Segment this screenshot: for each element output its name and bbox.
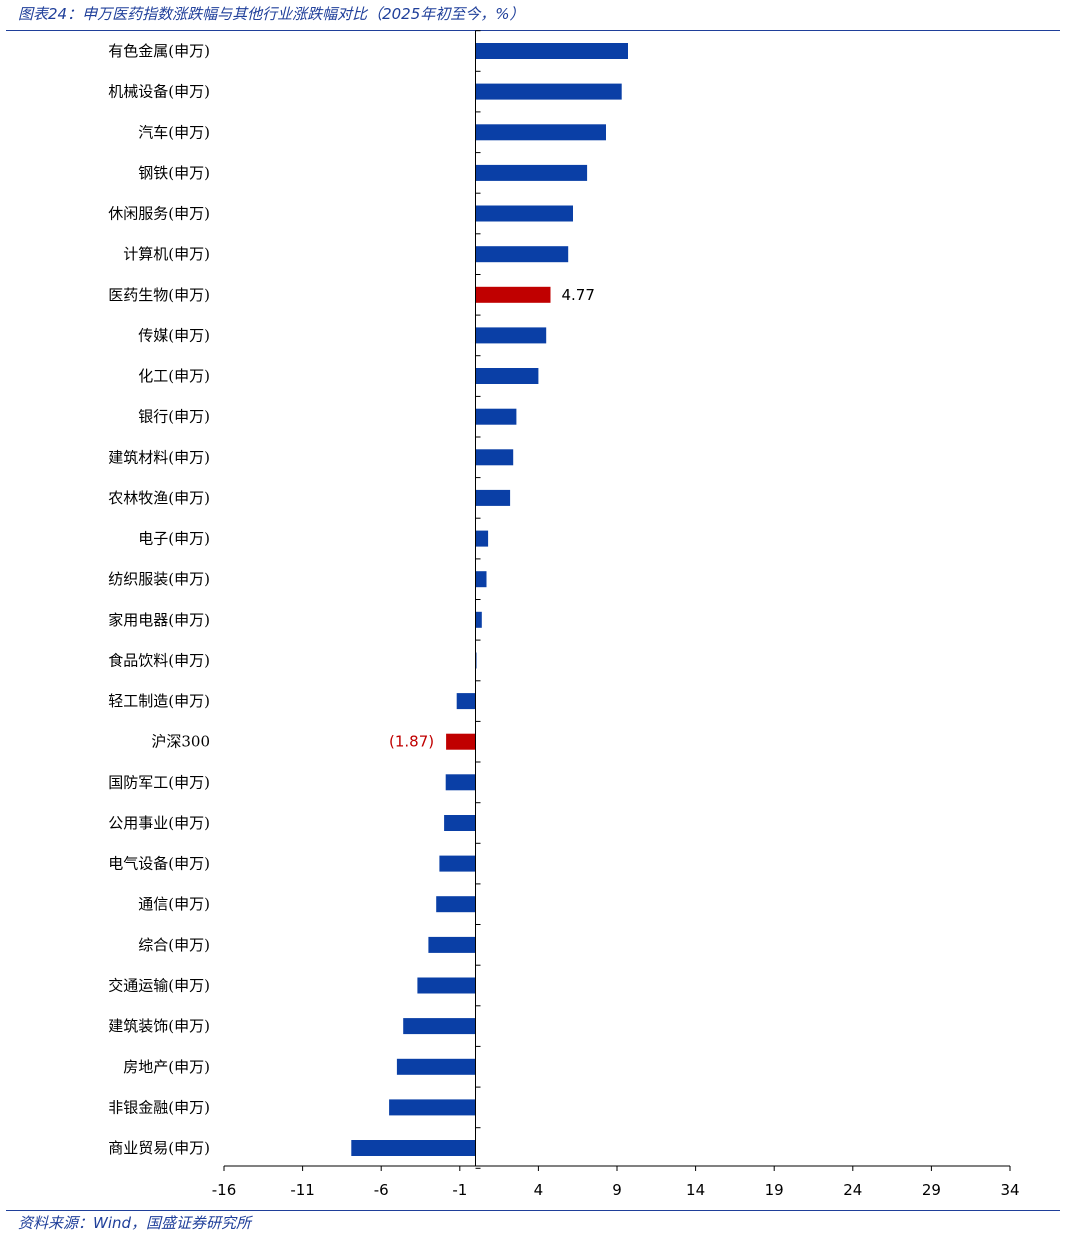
bars-group: [351, 43, 628, 1156]
x-tick-label-1: -11: [290, 1181, 315, 1199]
bar-12: [475, 530, 489, 547]
category-label-16: 轻工制造(申万): [108, 692, 210, 710]
bar-26: [389, 1099, 476, 1116]
x-tick-label-6: 14: [686, 1181, 705, 1199]
category-label-14: 家用电器(申万): [108, 611, 210, 629]
source-note: 资料来源：Wind，国盛证券研究所: [18, 1214, 252, 1232]
category-label-15: 食品饮料(申万): [108, 652, 210, 670]
bar-1: [475, 83, 622, 100]
bar-24: [403, 1018, 476, 1035]
x-tick-label-8: 24: [843, 1181, 862, 1199]
category-label-8: 化工(申万): [138, 367, 210, 385]
bar-11: [475, 489, 511, 506]
data-labels-group: 4.77 (1.87): [389, 286, 595, 751]
bar-16: [456, 693, 476, 710]
bar-23: [417, 977, 476, 994]
category-label-6: 医药生物(申万): [108, 286, 210, 304]
category-label-26: 非银金融(申万): [108, 1098, 210, 1116]
category-label-10: 建筑材料(申万): [108, 448, 210, 466]
x-tick-label-2: -6: [374, 1181, 389, 1199]
bar-18: [445, 774, 476, 791]
bar-17: [446, 733, 476, 750]
category-label-24: 建筑装饰(申万): [108, 1017, 210, 1035]
bar-8: [475, 368, 539, 384]
category-label-9: 银行(申万): [138, 408, 210, 426]
x-tick-label-10: 34: [1000, 1181, 1019, 1199]
category-label-2: 汽车(申万): [138, 123, 210, 141]
bar-9: [475, 408, 517, 425]
figure-title: 图表24：申万医药指数涨跌幅与其他行业涨跌幅对比（2025年初至今，%）: [18, 5, 525, 23]
category-label-23: 交通运输(申万): [108, 977, 210, 995]
category-label-25: 房地产(申万): [123, 1058, 210, 1076]
category-label-20: 电气设备(申万): [108, 855, 210, 873]
bar-0: [475, 43, 628, 59]
category-label-27: 商业贸易(申万): [108, 1139, 210, 1157]
x-tick-label-0: -16: [212, 1181, 237, 1199]
bar-13: [475, 571, 487, 588]
bar-4: [475, 205, 573, 222]
category-label-22: 综合(申万): [138, 936, 210, 954]
bar-21: [436, 896, 476, 913]
category-label-3: 钢铁(申万): [138, 164, 210, 182]
bar-10: [475, 449, 514, 466]
x-tick-label-9: 29: [922, 1181, 941, 1199]
category-label-7: 传媒(申万): [138, 326, 210, 344]
x-tick-label-4: 4: [534, 1181, 544, 1199]
top-rule: [6, 30, 1060, 31]
category-label-0: 有色金属(申万): [108, 42, 210, 60]
bar-27: [351, 1140, 476, 1156]
bar-20: [439, 855, 476, 872]
x-tick-label-5: 9: [612, 1181, 622, 1199]
bar-25: [396, 1058, 476, 1075]
category-label-19: 公用事业(申万): [108, 814, 210, 832]
category-label-17: 沪深300: [151, 733, 210, 751]
bar-22: [428, 936, 476, 953]
tick-labels-group: -16 -11 -6 -1 4 9 14 19 24 29 34: [212, 1181, 1020, 1199]
bar-2: [475, 124, 606, 141]
x-tick-label-3: -1: [452, 1181, 467, 1199]
category-label-1: 机械设备(申万): [108, 83, 210, 101]
category-label-12: 电子(申万): [138, 530, 210, 548]
bar-5: [475, 246, 569, 263]
category-labels-group: 有色金属(申万) 机械设备(申万) 汽车(申万) 钢铁(申万) 休闲服务(申万) 计算机(…: [108, 42, 210, 1157]
category-label-18: 国防军工(申万): [108, 773, 210, 791]
category-label-4: 休闲服务(申万): [108, 205, 210, 223]
bottom-rule: [6, 1210, 1060, 1211]
x-tick-label-7: 19: [765, 1181, 784, 1199]
bar-7: [475, 327, 547, 344]
bar-14: [475, 611, 482, 628]
category-label-13: 纺织服装(申万): [108, 570, 210, 588]
category-label-11: 农林牧渔(申万): [108, 489, 210, 507]
bar-6: [475, 286, 551, 303]
bar-3: [475, 164, 588, 181]
category-label-5: 计算机(申万): [123, 245, 210, 263]
data-label-0: 4.77: [562, 286, 595, 304]
category-label-21: 通信(申万): [138, 895, 210, 913]
data-label-1: (1.87): [389, 733, 434, 751]
axes-group: [223, 30, 1011, 1171]
bar-19: [444, 815, 476, 831]
